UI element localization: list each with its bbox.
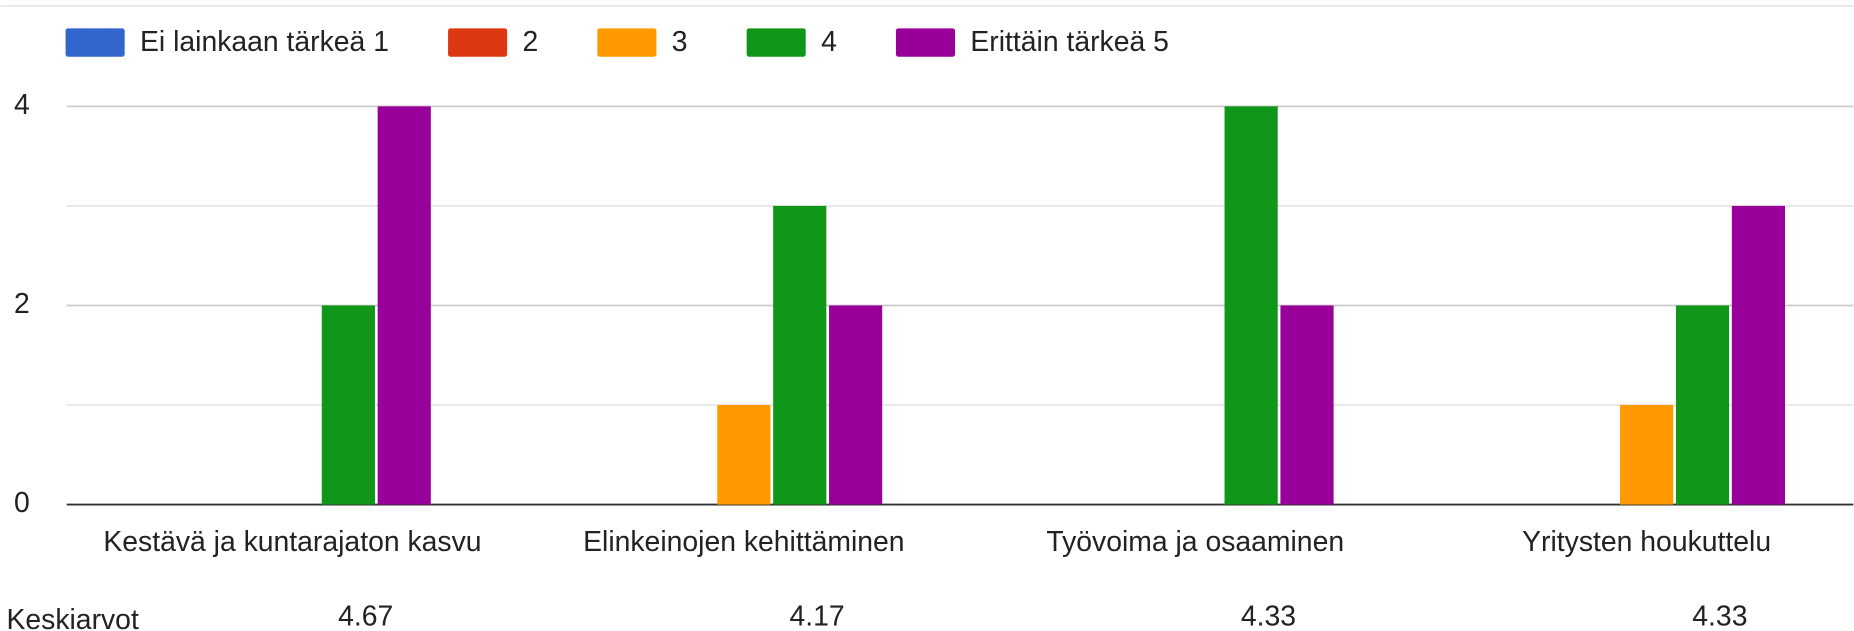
legend-swatch xyxy=(597,28,657,57)
legend-label: Erittäin tärkeä 5 xyxy=(970,26,1169,58)
bar xyxy=(1224,106,1278,505)
y-tick-label: 0 xyxy=(14,487,30,519)
bar xyxy=(829,305,883,505)
legend-swatch xyxy=(65,28,125,57)
bar xyxy=(377,106,431,505)
legend-swatch xyxy=(746,28,806,57)
x-tick-label: Kestävä ja kuntarajaton kasvu xyxy=(103,526,481,558)
bar xyxy=(1620,405,1674,505)
y-tick-label: 4 xyxy=(14,89,30,121)
legend-label: 2 xyxy=(523,26,539,58)
average-value: 4.17 xyxy=(790,600,845,631)
legend-label: 4 xyxy=(821,26,837,58)
bar xyxy=(717,405,771,505)
legend-label: Ei lainkaan tärkeä 1 xyxy=(140,26,389,58)
x-tick-label: Yritysten houkuttelu xyxy=(1522,526,1771,558)
x-tick-label: Elinkeinojen kehittäminen xyxy=(583,526,904,558)
bar xyxy=(321,305,375,505)
average-value: 4.33 xyxy=(1241,600,1296,631)
y-tick-label: 2 xyxy=(14,288,30,320)
legend-swatch xyxy=(895,28,956,57)
average-value: 4.33 xyxy=(1692,600,1747,631)
average-value: 4.67 xyxy=(338,600,393,631)
bar xyxy=(1280,305,1334,505)
bar xyxy=(1675,305,1730,505)
bar xyxy=(1731,205,1785,505)
x-tick-label: Työvoima ja osaaminen xyxy=(1046,526,1344,558)
bar xyxy=(773,205,827,505)
averages-label: Keskiarvot xyxy=(6,604,138,631)
legend-label: 3 xyxy=(672,26,688,58)
legend-swatch xyxy=(448,28,508,57)
